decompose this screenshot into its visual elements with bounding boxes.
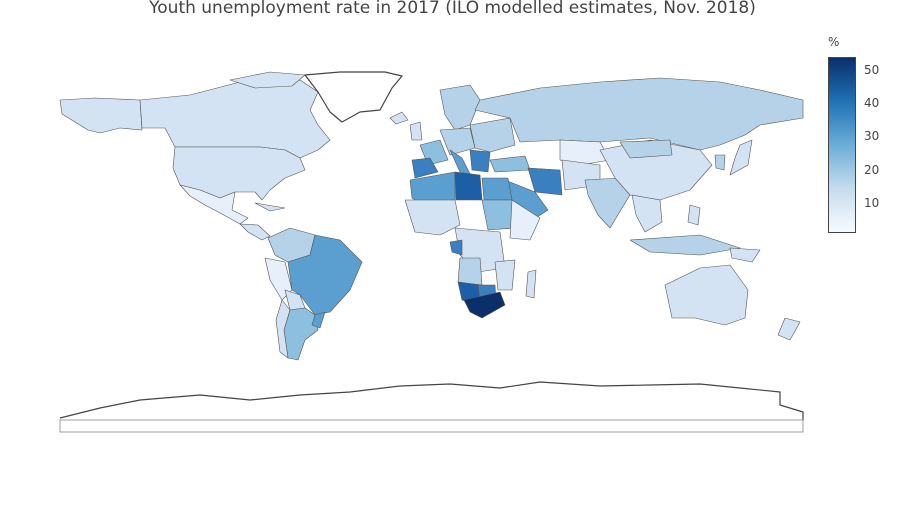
colorbar-unit-label: % [828, 35, 840, 49]
region-cuba [254, 202, 286, 212]
region-mexico [179, 184, 249, 225]
region-turkey [489, 155, 531, 173]
region-korea [714, 154, 726, 171]
region-mozambique [494, 259, 516, 291]
region-indonesia [629, 234, 741, 256]
region-sudan [481, 199, 516, 231]
region-uk [409, 121, 423, 141]
region-uruguay [311, 311, 326, 329]
region-antarctica [59, 381, 804, 420]
region-papua [729, 247, 761, 263]
region-australia [664, 264, 749, 326]
region-kazakhstan [559, 139, 611, 166]
colorbar-tick-50: 50 [864, 63, 880, 77]
colorbar-tick-30: 30 [864, 129, 880, 143]
region-greenland [304, 71, 403, 123]
region-germany-central [439, 127, 476, 156]
region-egypt [481, 177, 513, 201]
region-arctic-islands [229, 71, 306, 89]
map-title: Youth unemployment rate in 2017 (ILO mod… [149, 0, 756, 18]
region-canada [139, 79, 331, 159]
region-libya [454, 171, 483, 201]
region-alaska [59, 97, 143, 134]
region-central-america [239, 223, 271, 241]
region-new-zealand [777, 317, 801, 341]
region-east-africa [509, 199, 541, 241]
region-brazil [287, 234, 363, 316]
region-angola [457, 257, 483, 286]
map-frame-bottom [59, 419, 804, 433]
region-russia [474, 77, 804, 151]
region-argentina [283, 307, 319, 361]
region-philippines [687, 204, 701, 226]
region-mongolia [619, 139, 673, 159]
region-west-africa [404, 199, 461, 236]
region-madagascar [525, 269, 537, 299]
region-japan [729, 139, 753, 176]
colorbar-tick-10: 10 [864, 196, 880, 210]
region-iceland [389, 111, 409, 125]
region-iran [527, 167, 563, 196]
region-spain [411, 157, 439, 179]
region-gabon-congo [449, 239, 463, 256]
region-chile [275, 299, 291, 359]
region-balkans [469, 149, 491, 173]
colorbar-tick-20: 20 [864, 163, 880, 177]
colorbar-gradient [828, 57, 856, 233]
region-south-africa [463, 291, 506, 319]
region-southeast-asia [631, 194, 663, 233]
region-scandinavia [439, 84, 481, 131]
colorbar-tick-40: 40 [864, 96, 880, 110]
region-eastern-europe [469, 117, 516, 153]
